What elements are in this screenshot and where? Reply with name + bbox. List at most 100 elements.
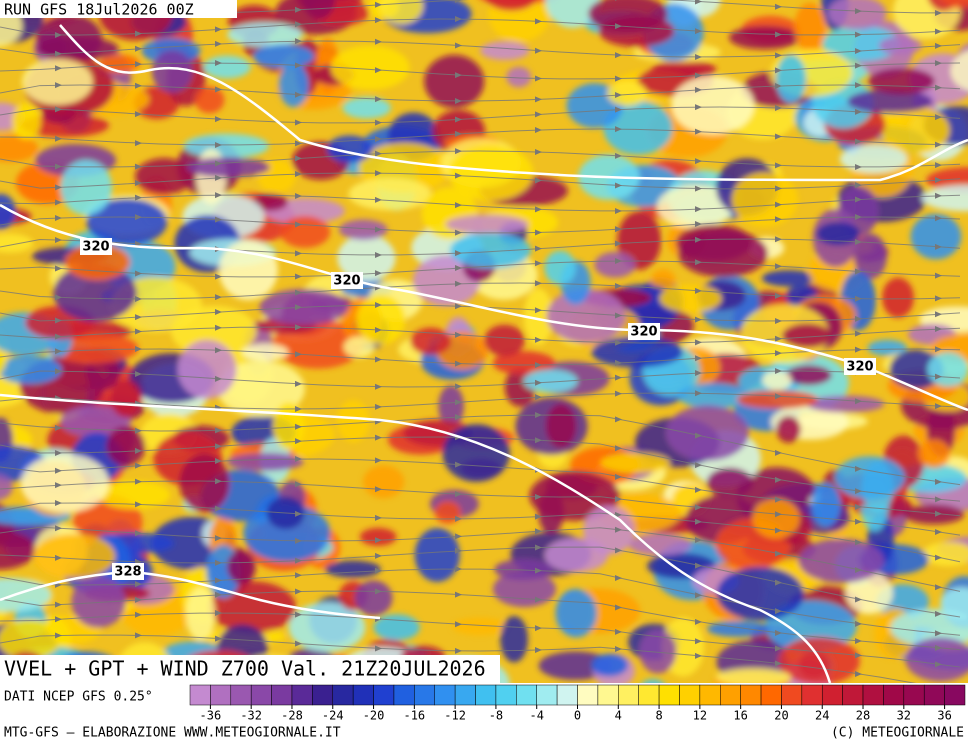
field-blob	[776, 55, 806, 104]
colorbar-cell	[843, 685, 863, 705]
field-blob	[415, 528, 460, 582]
field-blob	[707, 621, 770, 637]
field-blob	[903, 504, 964, 524]
field-blob	[918, 439, 950, 468]
field-blob	[484, 325, 525, 356]
field-blob	[60, 160, 112, 215]
colorbar-cell	[353, 685, 373, 705]
field-blob	[279, 63, 309, 107]
colorbar-cell	[476, 685, 496, 705]
colorbar-cell	[455, 685, 475, 705]
field-blob	[33, 534, 115, 579]
field-blob	[927, 352, 968, 387]
field-blob	[203, 56, 250, 79]
colorbar-tick-label: -12	[444, 709, 466, 723]
colorbar-cell	[374, 685, 394, 705]
field-blob	[354, 580, 392, 616]
colorbar-cell	[292, 685, 312, 705]
run-label: RUN GFS 18Jul2026 00Z	[4, 1, 194, 19]
field-blob	[195, 87, 225, 114]
field-blob	[343, 97, 391, 118]
colorbar-cell	[516, 685, 536, 705]
field-blob	[337, 400, 370, 442]
field-blob	[707, 468, 753, 498]
colorbar-tick-label: 0	[574, 709, 581, 723]
contour-label: 320	[630, 325, 657, 340]
colorbar-tick-label: 32	[897, 709, 911, 723]
colorbar-cell	[435, 685, 455, 705]
colorbar-cell	[537, 685, 557, 705]
colorbar-tick-label: 12	[693, 709, 707, 723]
field-blob	[762, 370, 791, 390]
colorbar-tick-label: 16	[733, 709, 747, 723]
colorbar-cell	[802, 685, 822, 705]
field-blob	[794, 3, 826, 52]
colorbar-cell	[720, 685, 740, 705]
field-blob	[374, 614, 420, 640]
colorbar-tick-label: 36	[937, 709, 951, 723]
colorbar-cell	[904, 685, 924, 705]
colorbar-cell	[272, 685, 292, 705]
map-title: VVEL + GPT + WIND Z700 Val. 21Z20JUL2026	[4, 657, 486, 681]
field-blob	[184, 134, 269, 159]
colorbar-cell	[333, 685, 353, 705]
colorbar-cell	[639, 685, 659, 705]
colorbar-cell	[822, 685, 842, 705]
field-blob	[798, 539, 884, 583]
colorbar-cell	[210, 685, 230, 705]
colorbar-cell	[741, 685, 761, 705]
colorbar-cell	[679, 685, 699, 705]
field-blob	[106, 426, 145, 466]
colorbar-tick-label: -28	[281, 709, 303, 723]
colorbar-cell	[781, 685, 801, 705]
colorbar-cell	[700, 685, 720, 705]
field-blob	[545, 251, 576, 285]
field-blob	[671, 76, 754, 135]
field-blob	[36, 14, 102, 62]
field-blob	[325, 561, 381, 578]
colorbar-cell	[578, 685, 598, 705]
contour-label: 320	[333, 274, 360, 289]
colorbar-tick-label: -8	[489, 709, 503, 723]
colorbar-tick-label: 24	[815, 709, 829, 723]
colorbar-cell	[659, 685, 679, 705]
colorbar-tick-label: -20	[363, 709, 385, 723]
field-blob	[424, 55, 484, 108]
field-blob	[360, 528, 397, 546]
field-blob	[776, 416, 801, 443]
footer-right: (C) METEOGIORNALE	[831, 726, 964, 741]
colorbar-cell	[598, 685, 618, 705]
field-blob	[591, 337, 683, 368]
colorbar-cell	[231, 685, 251, 705]
colorbar-tick-label: -4	[529, 709, 543, 723]
colorbar-cell	[251, 685, 271, 705]
field-blob	[111, 380, 142, 418]
field-blob	[868, 68, 935, 95]
field-blob	[716, 668, 791, 686]
field-blob	[480, 41, 529, 60]
field-blob	[678, 230, 768, 277]
field-blob	[601, 453, 670, 474]
field-blob	[12, 103, 41, 139]
colorbar-cell	[190, 685, 210, 705]
colorbar-tick-label: -32	[240, 709, 262, 723]
field-blob	[737, 390, 818, 408]
field-blob	[678, 383, 750, 409]
field-blob	[762, 270, 815, 286]
colorbar-cell	[924, 685, 944, 705]
colorbar-cell	[761, 685, 781, 705]
field-blob	[363, 465, 404, 498]
field-blob	[666, 405, 749, 460]
field-blob	[591, 654, 628, 677]
colorbar-cell	[394, 685, 414, 705]
field-blob	[22, 59, 93, 105]
field-blob	[187, 157, 270, 177]
field-blob	[135, 158, 193, 195]
field-blob	[178, 340, 237, 399]
source-label: DATI NCEP GFS 0.25°	[4, 690, 153, 705]
field-blob	[729, 26, 800, 50]
field-blob	[0, 355, 62, 384]
